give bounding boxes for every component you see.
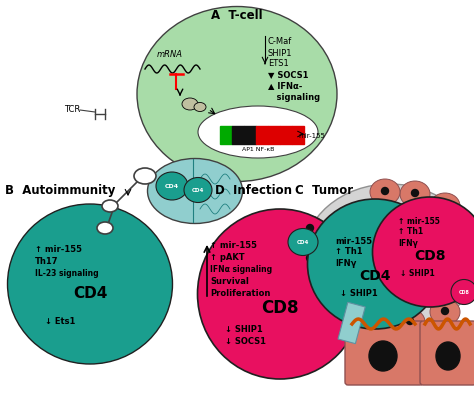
Ellipse shape xyxy=(184,177,212,202)
Text: CD4: CD4 xyxy=(73,286,107,301)
Ellipse shape xyxy=(395,309,425,335)
Ellipse shape xyxy=(8,204,173,364)
Ellipse shape xyxy=(182,98,198,110)
Ellipse shape xyxy=(302,184,474,334)
Ellipse shape xyxy=(436,342,460,370)
Ellipse shape xyxy=(102,200,118,212)
Text: CD4: CD4 xyxy=(297,240,309,244)
Text: A  T-cell: A T-cell xyxy=(211,9,263,22)
Text: CD8: CD8 xyxy=(261,299,299,317)
Ellipse shape xyxy=(370,179,400,205)
Ellipse shape xyxy=(407,318,413,324)
Ellipse shape xyxy=(134,168,156,184)
Ellipse shape xyxy=(288,229,318,255)
Text: ↑ mir-155: ↑ mir-155 xyxy=(210,242,257,250)
Text: ↓ SHIP1: ↓ SHIP1 xyxy=(340,290,378,299)
Ellipse shape xyxy=(456,221,464,229)
Ellipse shape xyxy=(400,181,430,207)
Bar xyxy=(232,126,244,144)
Text: CD4: CD4 xyxy=(359,269,391,283)
Text: IFNγ: IFNγ xyxy=(398,238,418,248)
Bar xyxy=(338,302,365,344)
Ellipse shape xyxy=(295,216,325,242)
Text: mir-155: mir-155 xyxy=(298,133,325,139)
Ellipse shape xyxy=(305,276,335,302)
Text: mir-155: mir-155 xyxy=(335,236,372,246)
Text: ↓ SHIP1: ↓ SHIP1 xyxy=(225,324,263,333)
Bar xyxy=(268,126,280,144)
Ellipse shape xyxy=(307,225,313,231)
Text: AP1 NF-κB: AP1 NF-κB xyxy=(242,147,274,152)
Ellipse shape xyxy=(198,209,363,379)
Ellipse shape xyxy=(369,341,397,371)
Text: mRNA: mRNA xyxy=(157,50,183,59)
Ellipse shape xyxy=(317,284,323,292)
Ellipse shape xyxy=(430,299,460,325)
Text: ↑ Th1: ↑ Th1 xyxy=(398,227,423,236)
Text: ↓ SOCS1: ↓ SOCS1 xyxy=(225,337,266,347)
Ellipse shape xyxy=(462,250,468,257)
Ellipse shape xyxy=(430,193,460,219)
Ellipse shape xyxy=(307,255,313,261)
Text: ▼ SOCS1: ▼ SOCS1 xyxy=(268,71,309,80)
Ellipse shape xyxy=(411,189,419,196)
Ellipse shape xyxy=(441,202,448,208)
Text: SHIP1: SHIP1 xyxy=(268,48,292,57)
Text: ▲ IFNα-: ▲ IFNα- xyxy=(268,82,302,90)
Ellipse shape xyxy=(447,271,474,297)
Text: Th17: Th17 xyxy=(35,257,58,265)
Text: CD4: CD4 xyxy=(192,187,204,192)
Ellipse shape xyxy=(445,213,474,239)
Text: signaling: signaling xyxy=(268,93,320,101)
Ellipse shape xyxy=(373,197,474,307)
Text: IFNα signaling: IFNα signaling xyxy=(210,265,272,274)
Ellipse shape xyxy=(450,241,474,267)
Text: ↑ Th1: ↑ Th1 xyxy=(335,248,363,257)
Text: ↑ mir-155: ↑ mir-155 xyxy=(398,217,440,225)
Ellipse shape xyxy=(198,106,318,158)
FancyBboxPatch shape xyxy=(345,321,423,385)
Text: CD8: CD8 xyxy=(414,249,446,263)
Ellipse shape xyxy=(147,158,243,223)
Text: ETS1: ETS1 xyxy=(268,59,289,69)
Bar xyxy=(292,126,304,144)
Ellipse shape xyxy=(451,280,474,305)
Bar xyxy=(244,126,256,144)
Text: IL-23 signaling: IL-23 signaling xyxy=(35,269,99,278)
Ellipse shape xyxy=(137,6,337,181)
FancyBboxPatch shape xyxy=(420,321,474,385)
Bar xyxy=(220,126,232,144)
Ellipse shape xyxy=(156,172,188,200)
Ellipse shape xyxy=(458,280,465,286)
Text: TCR: TCR xyxy=(64,105,80,114)
Text: Survival: Survival xyxy=(210,278,249,286)
Ellipse shape xyxy=(97,222,113,234)
Ellipse shape xyxy=(330,299,360,325)
Text: IFNγ: IFNγ xyxy=(335,259,356,267)
Ellipse shape xyxy=(295,246,325,272)
Bar xyxy=(256,126,268,144)
Ellipse shape xyxy=(382,187,389,194)
Bar xyxy=(280,126,292,144)
Text: ↑ mir-155: ↑ mir-155 xyxy=(35,244,82,253)
Text: ↑ pAKT: ↑ pAKT xyxy=(210,253,245,263)
Text: ↓ Ets1: ↓ Ets1 xyxy=(45,318,75,326)
Ellipse shape xyxy=(441,307,448,314)
Text: D  Infection: D Infection xyxy=(215,184,292,197)
Text: Proliferation: Proliferation xyxy=(210,290,270,299)
Text: B  Autoimmunity: B Autoimmunity xyxy=(5,184,115,197)
Text: CD4: CD4 xyxy=(165,183,179,189)
Ellipse shape xyxy=(194,103,206,112)
Text: C  Tumor: C Tumor xyxy=(295,184,353,197)
Ellipse shape xyxy=(372,318,379,324)
Ellipse shape xyxy=(341,307,348,314)
Text: C-Maf: C-Maf xyxy=(268,38,292,46)
Text: CD8: CD8 xyxy=(458,290,469,295)
Ellipse shape xyxy=(360,309,390,335)
Ellipse shape xyxy=(308,199,443,329)
Text: ↓ SHIP1: ↓ SHIP1 xyxy=(400,269,435,278)
